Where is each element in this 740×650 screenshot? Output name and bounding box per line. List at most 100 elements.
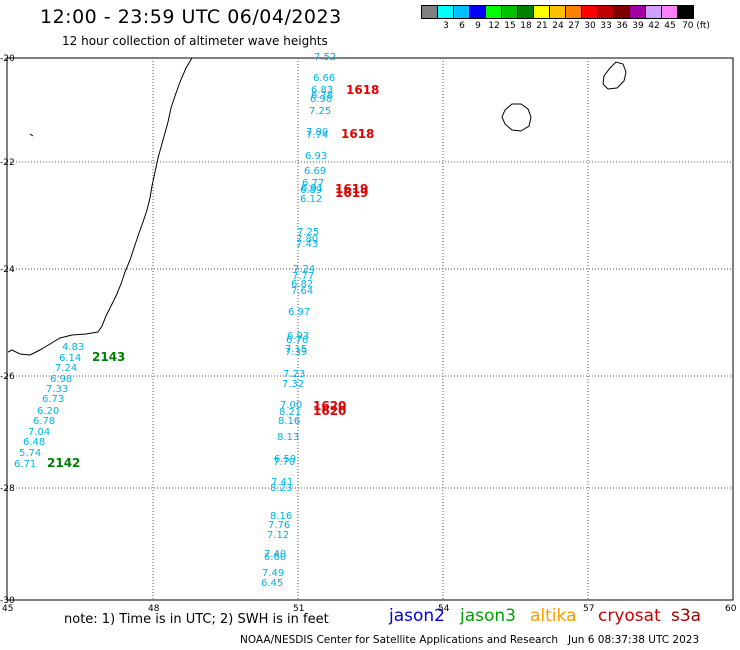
wave-height-value: 6.91 bbox=[301, 183, 323, 194]
scale-label: 27 bbox=[568, 21, 580, 31]
wave-height-value: 7.04 bbox=[28, 427, 50, 438]
wave-height-value: 8.16 bbox=[270, 511, 292, 522]
scale-label: 45 bbox=[664, 21, 676, 31]
wave-height-value: 6.97 bbox=[288, 307, 310, 318]
wave-height-value: 7.23 bbox=[283, 369, 305, 380]
wave-height-value: 7.41 bbox=[271, 477, 293, 488]
wave-height-value: 7.64 bbox=[291, 286, 313, 297]
wave-height-value: 6.60 bbox=[264, 552, 286, 563]
wave-height-value: 7.32 bbox=[282, 379, 304, 390]
wave-height-value: 8.21 bbox=[279, 407, 301, 418]
wave-height-value: 7.74 bbox=[306, 130, 328, 141]
scale-label: 9 bbox=[475, 21, 481, 31]
wave-height-value: 6.89 bbox=[300, 185, 322, 196]
lon-tick-label: 51 bbox=[293, 604, 304, 614]
wave-height-value: 7.24 bbox=[293, 264, 315, 275]
wave-height-value: 7.80 bbox=[306, 127, 328, 138]
map-subtitle: 12 hour collection of altimeter wave hei… bbox=[62, 34, 328, 48]
wave-height-value: 6.77 bbox=[302, 178, 324, 189]
wave-height-value: 6.78 bbox=[311, 90, 333, 101]
scale-label: 3 bbox=[443, 21, 449, 31]
wave-height-value: 6.12 bbox=[300, 194, 322, 205]
satellite-legend-jason2: jason2 bbox=[389, 606, 445, 626]
wave-height-value: 7.70 bbox=[273, 457, 295, 468]
footer-credit: NOAA/NESDIS Center for Satellite Applica… bbox=[240, 634, 699, 646]
wave-height-value: 6.71 bbox=[14, 459, 36, 470]
pass-time-label: 2142 bbox=[47, 456, 80, 470]
wave-height-value: 6.20 bbox=[37, 406, 59, 417]
wave-height-value: 7.25 bbox=[309, 106, 331, 117]
wave-height-value: 5.74 bbox=[19, 448, 41, 459]
scale-swatch bbox=[677, 5, 694, 19]
lon-tick-label: 57 bbox=[583, 604, 594, 614]
pass-time-label: 1620 bbox=[313, 399, 346, 413]
scale-label: 33 bbox=[600, 21, 612, 31]
wave-height-value: 7.49 bbox=[262, 568, 284, 579]
scale-label: 30 bbox=[584, 21, 596, 31]
lon-tick-label: 48 bbox=[148, 604, 160, 614]
scale-label: 21 bbox=[536, 21, 548, 31]
wave-height-value: 7.12 bbox=[267, 530, 289, 541]
scale-label: 15 bbox=[504, 21, 516, 31]
wave-height-value: 6.98 bbox=[310, 94, 332, 105]
wave-height-value: 7.15 bbox=[285, 344, 307, 355]
wave-height-value: 7.76 bbox=[268, 520, 290, 531]
wave-height-value: 6.78 bbox=[33, 416, 55, 427]
wave-height-value: 6.98 bbox=[50, 374, 72, 385]
wave-height-value: 4.83 bbox=[62, 342, 84, 353]
pass-time-label: 1619 bbox=[335, 186, 368, 200]
wave-height-value: 6.69 bbox=[304, 166, 326, 177]
wave-height-value: 7.33 bbox=[46, 384, 68, 395]
wave-height-value: 7.52 bbox=[314, 52, 336, 63]
pass-time-labels-green: 2143 2142 bbox=[47, 350, 125, 470]
scale-label: 6 bbox=[459, 21, 465, 31]
lat-tick-label: -20 bbox=[0, 54, 15, 64]
islet bbox=[29, 133, 34, 137]
map-title: 12:00 - 23:59 UTC 06/04/2023 bbox=[40, 6, 342, 28]
wave-height-color-scale bbox=[421, 5, 694, 19]
satellite-legend-jason3: jason3 bbox=[460, 606, 516, 626]
satellite-legend-altika: altika bbox=[530, 606, 577, 626]
wave-height-value: 6.82 bbox=[291, 279, 313, 290]
pass-time-label: 1620 bbox=[313, 404, 346, 418]
wave-height-value: 6.48 bbox=[23, 437, 45, 448]
wave-height-value: 8.23 bbox=[270, 483, 292, 494]
scale-label: 18 bbox=[520, 21, 532, 31]
legend-note: note: 1) Time is in UTC; 2) SWH is in fe… bbox=[64, 612, 329, 627]
wave-height-value: 6.73 bbox=[42, 394, 64, 405]
scale-label: 36 bbox=[616, 21, 628, 31]
pass-time-label: 2143 bbox=[92, 350, 125, 364]
wave-height-value: 7.77 bbox=[292, 271, 314, 282]
wave-height-value: 7.25 bbox=[297, 227, 319, 238]
wave-height-value: 8.13 bbox=[277, 432, 299, 443]
lat-tick-label: -22 bbox=[0, 158, 15, 168]
satellite-legend-s3a: s3a bbox=[671, 606, 702, 626]
lon-tick-label: 60 bbox=[725, 604, 737, 614]
scale-label: 39 bbox=[632, 21, 644, 31]
pass-time-label: 1618 bbox=[346, 83, 379, 97]
lat-lon-grid bbox=[7, 58, 733, 600]
lon-tick-label: 54 bbox=[438, 604, 450, 614]
scale-label: 12 bbox=[488, 21, 500, 31]
scale-label: 24 bbox=[552, 21, 564, 31]
wave-height-value: 6.59 bbox=[274, 454, 296, 465]
lat-tick-label: -30 bbox=[0, 596, 15, 606]
wave-height-value: 6.14 bbox=[59, 353, 81, 364]
madagascar-coastline bbox=[7, 57, 193, 356]
reunion-island bbox=[501, 103, 532, 132]
lat-tick-label: -24 bbox=[0, 265, 15, 275]
lon-tick-label: 45 bbox=[2, 604, 13, 614]
mauritius-island bbox=[602, 61, 627, 90]
scale-label: 70 (ft) bbox=[682, 21, 710, 31]
wave-height-value: 6.45 bbox=[261, 578, 283, 589]
lat-tick-label: -28 bbox=[0, 484, 15, 494]
pass-time-label: 1619 bbox=[335, 182, 368, 196]
color-scale-labels: 3 6 9 12 15 18 21 24 27 30 33 36 39 42 45 70 (ft) bbox=[422, 21, 740, 33]
wave-height-value: 6.83 bbox=[311, 85, 333, 96]
wave-height-labels: 7.526.666.836.786.987.257.807.746.936.69… bbox=[14, 52, 336, 589]
wave-height-value: 6.93 bbox=[305, 151, 327, 162]
lat-tick-label: -26 bbox=[0, 372, 15, 382]
